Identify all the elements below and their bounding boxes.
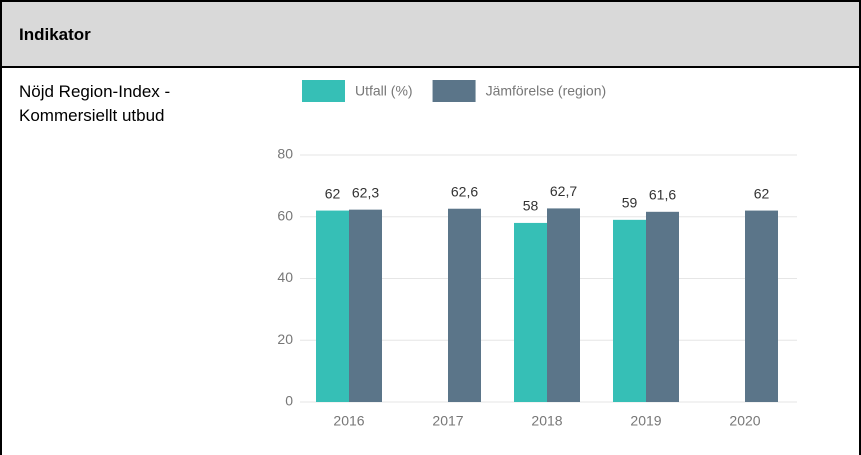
- row-label: Nöjd Region-Index - Kommersiellt utbud: [19, 82, 171, 125]
- legend-swatch: [432, 80, 476, 102]
- bar: [613, 219, 646, 402]
- header-text: Indikator: [19, 25, 91, 44]
- y-tick-label: 80: [277, 146, 293, 162]
- bar: [316, 210, 349, 402]
- x-tick-label: 2018: [531, 413, 562, 429]
- bar: [745, 210, 778, 402]
- y-tick-label: 40: [277, 269, 293, 285]
- legend-swatch: [302, 80, 345, 102]
- y-tick-label: 20: [277, 331, 293, 347]
- data-label: 58: [523, 198, 539, 214]
- data-label: 62,3: [352, 184, 379, 200]
- x-tick-label: 2016: [333, 413, 364, 429]
- x-tick-label: 2017: [432, 413, 463, 429]
- data-label: 62,6: [451, 183, 478, 199]
- data-label: 61,6: [649, 187, 676, 203]
- table-header: Indikator: [2, 2, 859, 68]
- x-tick-label: 2019: [630, 413, 661, 429]
- legend-label: Utfall (%): [355, 83, 413, 99]
- bar: [547, 208, 580, 402]
- legend-label: Jämförelse (region): [486, 83, 607, 99]
- data-label: 62: [325, 185, 341, 201]
- data-label: 59: [622, 195, 638, 211]
- bar: [448, 208, 481, 402]
- bar: [646, 211, 679, 402]
- bar: [349, 209, 382, 402]
- bar: [514, 222, 547, 402]
- x-tick-label: 2020: [729, 413, 760, 429]
- y-tick-label: 0: [285, 393, 293, 409]
- data-label: 62,7: [550, 183, 577, 199]
- y-tick-label: 60: [277, 207, 293, 223]
- data-label: 62: [754, 185, 770, 201]
